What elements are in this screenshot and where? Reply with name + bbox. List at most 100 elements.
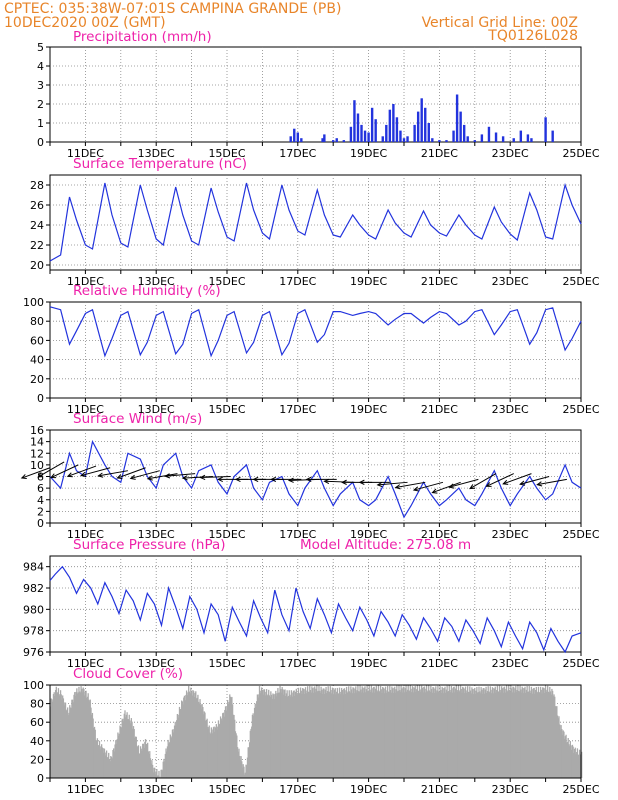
cloud-area-bar [328, 692, 331, 778]
wind-vector-arrowhead [536, 481, 543, 487]
temperature-xtick-label: 15DEC [208, 275, 245, 288]
cloud-area-bar [530, 692, 532, 778]
cloud-area-bar [128, 714, 130, 778]
cloud-area-bar [270, 691, 272, 778]
cloud-area-bar [153, 767, 155, 778]
cloud-area-bar [542, 687, 545, 778]
precipitation-bar [342, 140, 346, 142]
wind-vector-arrowhead [448, 483, 455, 489]
cloud-area-bar [567, 738, 569, 778]
wind-vector-arrow [200, 476, 231, 479]
cloud-area-bar [286, 690, 288, 778]
cloud-area-bar [275, 690, 277, 778]
precipitation-bar [385, 124, 388, 142]
cloud-area-bar [406, 689, 409, 778]
cloud-area-bar [381, 692, 383, 778]
cloud-area-bar [291, 692, 293, 778]
cloud-area-bar [436, 690, 438, 778]
cloud-area-bar [353, 687, 355, 778]
cloud-area-bar [210, 733, 212, 778]
cloud-area-bar [571, 749, 573, 778]
cloud-area-bar [146, 742, 149, 778]
cloud-area-bar [292, 690, 295, 778]
cloud-area-bar [404, 688, 407, 778]
cloud-area-bar [134, 736, 137, 778]
cloud-area-bar [243, 766, 245, 778]
wind-vector-arrow [520, 476, 550, 485]
cloud-area-bar [484, 693, 486, 778]
cloud-area-bar [525, 689, 528, 778]
precipitation-ytick-label: 0 [37, 136, 44, 149]
cloud-area-bar [409, 685, 411, 778]
cloud-area-bar [150, 763, 152, 778]
cloud-area-bar [564, 738, 566, 778]
cloud-area-bar [345, 686, 348, 778]
cloud-area-bar [87, 693, 89, 778]
cloud-area-bar [349, 692, 351, 778]
temperature-xtick-label: 25DEC [562, 275, 599, 288]
cloud-area-bar [247, 747, 249, 778]
cloud-area-bar [280, 692, 283, 778]
cloud-area-bar [154, 774, 157, 778]
cloud-area-bar [430, 688, 433, 778]
cloud-area-bar [372, 692, 374, 778]
cloud-area-bar [57, 688, 60, 778]
cloud-area-bar [447, 691, 449, 778]
cloud-area-bar [418, 685, 421, 778]
cloud-area-bar [200, 704, 202, 778]
cloud-area-bar [338, 687, 341, 778]
cloud-area-bar [391, 686, 393, 778]
cloud-area-bar [405, 685, 407, 778]
precipitation-bar [323, 134, 326, 142]
temperature-title: Surface Temperature (nC) [73, 156, 247, 172]
cloud-area-bar [169, 734, 171, 778]
precipitation-bar [501, 136, 505, 142]
cloud-area-bar [481, 693, 484, 778]
wind-vector-arrow [98, 470, 128, 477]
cloud-area-bar [191, 695, 193, 778]
cloud-area-bar [562, 730, 564, 778]
cloud-area-bar [469, 686, 471, 778]
cloud-area-bar [134, 737, 136, 778]
precipitation-ytick-label: 4 [37, 60, 44, 73]
cloud-area-bar [537, 691, 539, 778]
cloud-area-bar [510, 688, 513, 778]
cloud-area-bar [368, 685, 370, 778]
humidity-ytick-label: 0 [37, 392, 44, 405]
cloud-area-bar [283, 690, 285, 778]
cloud-area-bar [536, 693, 538, 778]
cloud-area-bar [428, 690, 431, 778]
cloud-area-bar [485, 686, 487, 778]
cloud-area-bar [459, 691, 461, 778]
cloud-area-bar [427, 690, 429, 778]
cloud-area-bar [196, 697, 198, 778]
precipitation-xtick-label: 19DEC [350, 147, 387, 160]
cloud-area-bar [163, 761, 166, 778]
cloud-area-bar [145, 744, 147, 778]
pressure-series-line [49, 565, 582, 654]
wind-xtick-label: 11DEC [67, 528, 104, 541]
cloud-area-bar [312, 692, 314, 778]
cloud-area-bar [546, 689, 548, 778]
cloud-area-bar [534, 689, 537, 778]
cloud-area-bar [468, 692, 470, 778]
cloud-area-bar [321, 694, 324, 778]
cloud-area-bar [122, 721, 125, 778]
cloud-area-bar [383, 693, 385, 778]
cloud-area-bar [313, 687, 315, 778]
cloud-area-bar [176, 720, 178, 778]
precipitation-bar [420, 98, 423, 142]
cloud-area-bar [578, 749, 581, 778]
pressure-title: Surface Pressure (hPa) [73, 537, 226, 553]
cloud-area-bar [542, 687, 544, 778]
cloud-area-bar [477, 692, 479, 778]
cloud-area-bar [538, 691, 540, 778]
cloud-area-bar [217, 720, 220, 778]
cloud-area-bar [273, 694, 275, 778]
cloud-area-bar [85, 690, 87, 778]
cloud-area-bar [537, 686, 540, 778]
cloud-area-bar [522, 687, 524, 778]
cloud-area-bar [200, 708, 203, 778]
cloud-area-bar [204, 712, 206, 778]
